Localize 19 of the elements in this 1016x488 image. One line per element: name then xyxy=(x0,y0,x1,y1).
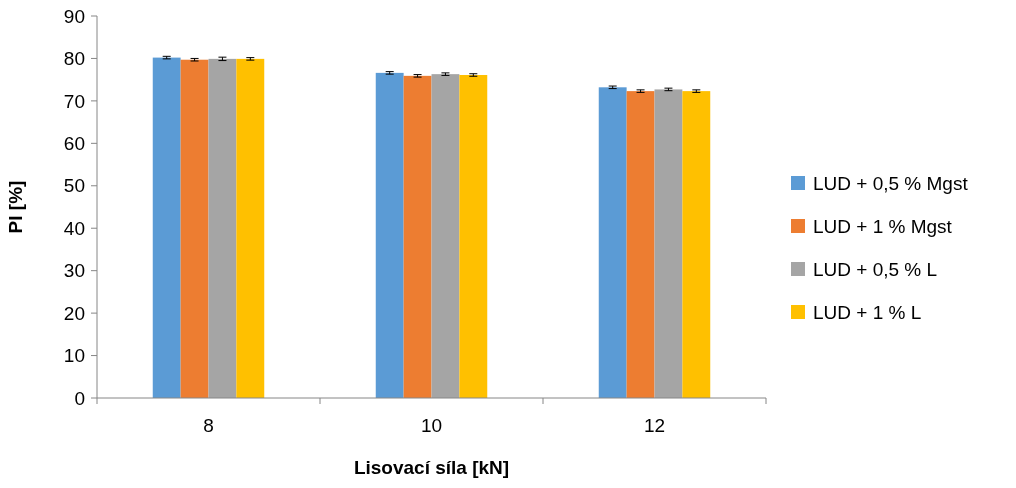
x-axis-title: Lisovací síla [kN] xyxy=(353,457,510,478)
legend-label: LUD + 1 % L xyxy=(813,301,922,323)
x-tick-label: 8 xyxy=(203,415,214,436)
y-tick-label: 50 xyxy=(63,175,85,197)
y-tick-label: 10 xyxy=(63,345,85,367)
y-tick-label: 80 xyxy=(63,48,85,70)
x-tick-label: 10 xyxy=(420,415,443,436)
y-axis-title: PI [%] xyxy=(5,180,26,234)
legend-label: LUD + 0,5 % L xyxy=(813,258,938,280)
y-tick-label: 60 xyxy=(63,132,85,154)
x-tick-label: 12 xyxy=(643,415,666,436)
y-tick-label: 90 xyxy=(63,5,85,27)
y-tick-label: 30 xyxy=(63,260,85,282)
legend-label: LUD + 0,5 % Mgst xyxy=(813,172,969,194)
y-tick-label: 20 xyxy=(63,302,85,324)
y-tick-label: 40 xyxy=(63,217,85,239)
y-tick-label: 70 xyxy=(63,90,85,112)
legend-label: LUD + 1 % Mgst xyxy=(813,215,953,237)
y-tick-label: 0 xyxy=(74,387,85,409)
